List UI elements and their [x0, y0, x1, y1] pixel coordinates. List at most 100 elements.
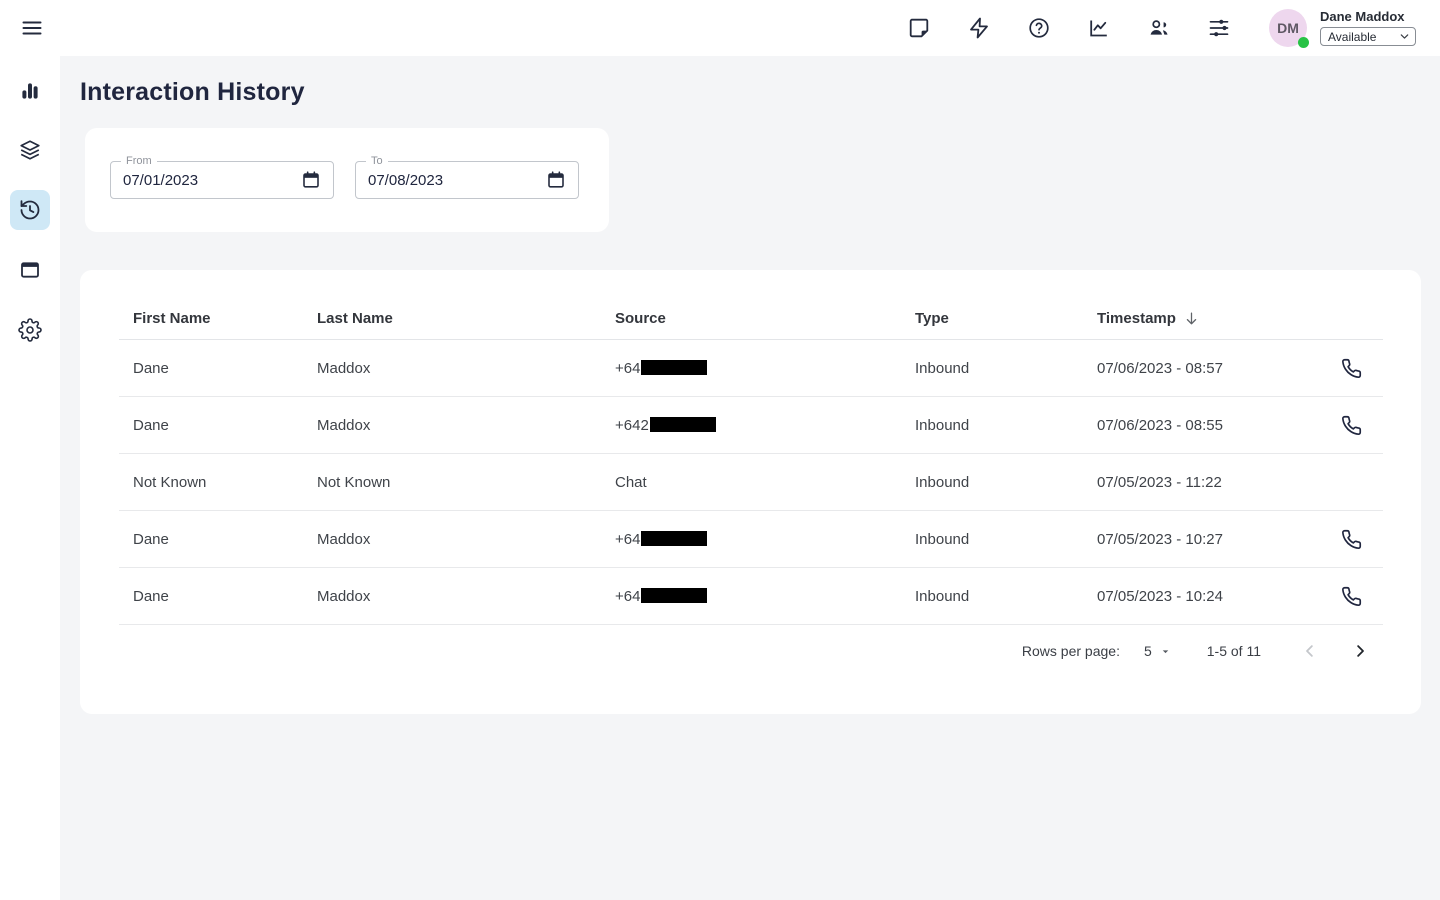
line-chart-icon	[1087, 16, 1111, 40]
redacted-number	[641, 587, 708, 603]
row-actions-cell	[1320, 413, 1383, 438]
last-name-cell: Maddox	[317, 359, 371, 377]
sliders-icon	[1207, 16, 1231, 40]
to-date-label: To	[366, 155, 388, 168]
call-button[interactable]	[1339, 584, 1364, 609]
help-icon	[1027, 16, 1051, 40]
rows-per-page-label: Rows per page:	[1021, 643, 1120, 659]
source-cell: +64	[601, 587, 901, 605]
call-button[interactable]	[1339, 527, 1364, 552]
type-cell: Inbound	[915, 416, 970, 434]
redacted-number	[641, 359, 708, 375]
pagination: Rows per page: 5 1-5 of 11	[119, 638, 1383, 664]
interaction-table-card: First Name Last Name Source Type Timesta…	[80, 270, 1421, 714]
chevron-right-icon	[1351, 642, 1369, 660]
sidebar-item-queues[interactable]	[10, 130, 50, 170]
previous-page-button[interactable]	[1297, 638, 1323, 664]
sidebar-item-settings[interactable]	[10, 310, 50, 350]
timestamp-cell: 07/05/2023 - 10:27	[1097, 530, 1223, 548]
phone-icon	[1341, 529, 1362, 550]
topbar: DM Dane Maddox Available	[0, 0, 1440, 56]
source-cell: Chat	[615, 473, 647, 491]
timestamp-header-label: Timestamp	[1097, 309, 1176, 327]
avatar[interactable]: DM	[1269, 9, 1309, 48]
analytics-button[interactable]	[1087, 16, 1111, 40]
timestamp-cell: 07/05/2023 - 11:22	[1097, 473, 1222, 491]
quick-actions-button[interactable]	[967, 16, 991, 40]
first-name-cell: Not Known	[133, 473, 207, 491]
type-cell: Inbound	[915, 530, 970, 548]
first-name-cell: Dane	[133, 587, 169, 605]
notes-icon	[907, 16, 931, 40]
timestamp-cell: 07/05/2023 - 10:24	[1097, 587, 1223, 605]
hamburger-icon	[20, 16, 44, 40]
calendar-icon	[301, 170, 321, 190]
source-cell: +64	[601, 530, 901, 548]
sidebar-item-interaction-history[interactable]	[10, 190, 50, 230]
call-button[interactable]	[1339, 356, 1364, 381]
call-button[interactable]	[1339, 413, 1364, 438]
phone-icon	[1341, 586, 1362, 607]
page-title: Interaction History	[80, 78, 305, 106]
lightning-icon	[967, 16, 991, 40]
table-row[interactable]: Dane Maddox +64 Inbound 07/05/2023 - 10:24	[119, 568, 1383, 625]
last-name-cell: Not Known	[317, 473, 391, 491]
from-date-field[interactable]: From 07/01/2023	[110, 155, 334, 199]
status-select[interactable]: Available	[1320, 27, 1416, 46]
chevron-left-icon	[1301, 642, 1319, 660]
row-actions-cell	[1320, 527, 1383, 552]
last-name-cell: Maddox	[317, 416, 371, 434]
row-actions-cell	[1320, 584, 1383, 609]
type-cell: Inbound	[915, 473, 970, 491]
notes-button[interactable]	[907, 16, 931, 40]
last-name-cell: Maddox	[317, 587, 371, 605]
next-page-button[interactable]	[1347, 638, 1373, 664]
from-date-calendar-button[interactable]	[301, 170, 321, 190]
topbar-icon-group	[907, 16, 1231, 40]
contacts-button[interactable]	[1147, 16, 1171, 40]
column-header-first-name: First Name	[133, 309, 211, 327]
calendar-icon	[546, 170, 566, 190]
table-header-row: First Name Last Name Source Type Timesta…	[119, 297, 1383, 340]
table-row[interactable]: Not Known Not Known Chat Inbound 07/05/2023 …	[119, 454, 1383, 511]
pagination-range: 1-5 of 11	[1206, 643, 1261, 659]
row-actions-cell	[1320, 356, 1383, 381]
column-header-timestamp[interactable]: Timestamp	[1083, 310, 1320, 327]
to-date-calendar-button[interactable]	[546, 170, 566, 190]
column-header-source: Source	[615, 309, 666, 327]
bar-chart-icon	[18, 78, 42, 102]
table-row[interactable]: Dane Maddox +64 Inbound 07/05/2023 - 10:27	[119, 511, 1383, 568]
rows-per-page-select[interactable]: 5	[1144, 643, 1171, 659]
sidebar	[0, 56, 60, 900]
redacted-number	[649, 416, 716, 432]
from-date-value: 07/01/2023	[123, 171, 199, 189]
last-name-cell: Maddox	[317, 530, 371, 548]
date-filter-card: From 07/01/2023 To 07/08/2023	[85, 128, 609, 232]
preferences-button[interactable]	[1207, 16, 1231, 40]
sort-descending-icon	[1183, 310, 1200, 327]
caret-down-icon	[1160, 646, 1171, 657]
hamburger-menu-button[interactable]	[18, 14, 46, 42]
window-icon	[18, 258, 42, 282]
rows-per-page-value: 5	[1143, 643, 1152, 659]
status-dot	[1298, 37, 1309, 48]
chevron-down-icon	[1399, 31, 1410, 42]
user-block: Dane Maddox Available	[1320, 10, 1416, 46]
type-cell: Inbound	[915, 587, 970, 605]
sidebar-item-workspace[interactable]	[10, 250, 50, 290]
source-cell: +64	[601, 359, 901, 377]
phone-icon	[1341, 358, 1362, 379]
from-date-label: From	[121, 155, 157, 168]
history-icon	[18, 198, 42, 222]
column-header-type: Type	[915, 309, 949, 327]
table-row[interactable]: Dane Maddox +64 Inbound 07/06/2023 - 08:57	[119, 340, 1383, 397]
layers-icon	[18, 138, 42, 162]
to-date-field[interactable]: To 07/08/2023	[355, 155, 579, 199]
sidebar-item-dashboard[interactable]	[10, 70, 50, 110]
table-row[interactable]: Dane Maddox +642 Inbound 07/06/2023 - 08:55	[119, 397, 1383, 454]
gear-icon	[18, 318, 42, 342]
to-date-value: 07/08/2023	[368, 171, 444, 189]
main-content: Interaction History From 07/01/2023 To 0…	[60, 56, 1440, 900]
source-cell: +642	[601, 416, 901, 434]
help-button[interactable]	[1027, 16, 1051, 40]
